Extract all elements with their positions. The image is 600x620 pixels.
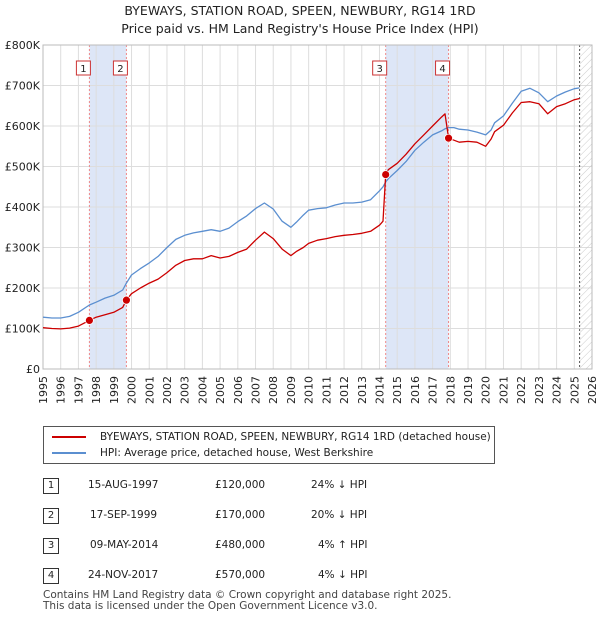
- x-tick-label: 2009: [285, 376, 298, 404]
- sale-date: 17-SEP-1999: [90, 509, 158, 521]
- sale-point: [122, 295, 131, 305]
- sale-label-number: 2: [117, 64, 123, 75]
- sale-label-box: [112, 60, 128, 76]
- footer: Contains HM Land Registry data © Crown c…: [43, 590, 451, 612]
- sale-point: [381, 170, 391, 180]
- table-row: 1 15-AUG-1997 £120,000 24% ↓ HPI: [43, 478, 403, 496]
- x-tick-label: 2015: [391, 376, 404, 404]
- table-row: 4 24-NOV-2017 £570,000 4% ↓ HPI: [43, 568, 403, 586]
- x-tick-label: 2005: [214, 376, 227, 404]
- sale-label-number: 4: [439, 64, 445, 75]
- forecast-hatch: [579, 45, 592, 369]
- x-tick-label: 2000: [126, 376, 139, 404]
- sale-date: 15-AUG-1997: [88, 479, 159, 491]
- sale-price: £480,000: [215, 539, 266, 551]
- property-series-line: [42, 97, 580, 330]
- y-tick-label: £200K: [5, 282, 41, 295]
- x-tick-label: 2014: [373, 376, 386, 404]
- chart-subtitle: Price paid vs. HM Land Registry's House …: [121, 21, 479, 36]
- sale-delta: 24% ↓ HPI: [311, 479, 368, 491]
- price-chart: 1 2 3 4 £0 £100K £200K £300K £400K £500K £600K £700…: [5, 39, 599, 404]
- x-tick-label: 2016: [409, 376, 422, 404]
- table-row: 2 17-SEP-1999 £170,000 20% ↓ HPI: [43, 508, 403, 526]
- x-tick-label: 2001: [143, 376, 156, 404]
- sale-date: 24-NOV-2017: [88, 569, 159, 581]
- table-row: 3 09-MAY-2014 £480,000 4% ↑ HPI: [43, 538, 403, 556]
- x-tick-label: 1999: [108, 376, 121, 404]
- footer-copyright: Contains HM Land Registry data © Crown c…: [43, 589, 452, 601]
- sale-label-box: [435, 60, 451, 76]
- legend: BYEWAYS, STATION ROAD, SPEEN, NEWBURY, R…: [43, 426, 495, 464]
- x-tick-label: 2002: [161, 376, 174, 404]
- y-tick-label: £300K: [5, 242, 41, 255]
- legend-item-hpi: HPI: Average price, detached house, West…: [52, 445, 373, 461]
- y-tick-label: £400K: [5, 201, 41, 214]
- y-tick-label: £800K: [5, 39, 41, 52]
- x-tick-label: 2020: [480, 376, 493, 404]
- legend-swatch-hpi: [52, 452, 86, 454]
- footer-licence: This data is licensed under the Open Gov…: [43, 600, 378, 612]
- y-tick-label: £100K: [5, 323, 41, 336]
- x-tick-label: 1996: [55, 376, 68, 404]
- chart-title: BYEWAYS, STATION ROAD, SPEEN, NEWBURY, R…: [124, 3, 476, 18]
- x-tick-label: 2024: [551, 376, 564, 404]
- sale-delta: 20% ↓ HPI: [311, 509, 368, 521]
- x-tick-label: 2007: [250, 376, 263, 404]
- y-tick-label: £700K: [5, 80, 41, 93]
- x-tick-label: 2004: [196, 376, 209, 404]
- legend-item-property: BYEWAYS, STATION ROAD, SPEEN, NEWBURY, R…: [52, 429, 491, 445]
- x-tick-label: 2006: [232, 376, 245, 404]
- plot-frame: [42, 44, 593, 370]
- x-tick-label: 1995: [37, 376, 50, 404]
- x-tick-label: 2021: [497, 376, 510, 404]
- legend-label-property: BYEWAYS, STATION ROAD, SPEEN, NEWBURY, R…: [100, 431, 491, 443]
- sale-delta: 4% ↓ HPI: [318, 569, 368, 581]
- x-tick-label: 2026: [586, 376, 599, 404]
- x-tick-label: 2012: [338, 376, 351, 404]
- x-tick-label: 2017: [427, 376, 440, 404]
- legend-label-hpi: HPI: Average price, detached house, West…: [100, 447, 374, 459]
- sale-price: £570,000: [215, 569, 266, 581]
- x-tick-label: 2013: [356, 376, 369, 404]
- x-tick-label: 2018: [444, 376, 457, 404]
- x-tick-label: 2025: [568, 376, 581, 404]
- x-tick-label: 1998: [90, 376, 103, 404]
- sale-point: [444, 133, 453, 143]
- sale-label-number: 3: [376, 64, 382, 75]
- sale-point: [84, 315, 94, 325]
- x-tick-label: 2008: [267, 376, 280, 404]
- sale-badge: 1: [43, 478, 59, 494]
- y-tick-label: £0: [26, 363, 40, 376]
- x-tick-label: 1997: [72, 376, 85, 404]
- sale-delta: 4% ↑ HPI: [318, 539, 368, 551]
- x-tick-label: 2011: [320, 376, 333, 404]
- y-tick-label: £600K: [5, 120, 41, 133]
- sale-price: £120,000: [215, 479, 266, 491]
- sale-label-number: 1: [80, 64, 86, 75]
- x-tick-label: 2010: [303, 376, 316, 404]
- y-tick-label: £500K: [5, 161, 41, 174]
- hpi-series-line: [42, 87, 580, 319]
- legend-swatch-property: [52, 436, 86, 438]
- sale-badge: 4: [43, 568, 59, 584]
- sale-date: 09-MAY-2014: [90, 539, 159, 551]
- x-tick-label: 2019: [462, 376, 475, 404]
- sale-price: £170,000: [215, 509, 266, 521]
- x-tick-label: 2022: [515, 376, 528, 404]
- sale-label-box: [372, 60, 388, 76]
- x-tick-label: 2003: [179, 376, 192, 404]
- sale-badge: 2: [43, 508, 59, 524]
- sale-badge: 3: [43, 538, 59, 554]
- x-tick-label: 2023: [533, 376, 546, 404]
- sale-label-box: [75, 60, 91, 76]
